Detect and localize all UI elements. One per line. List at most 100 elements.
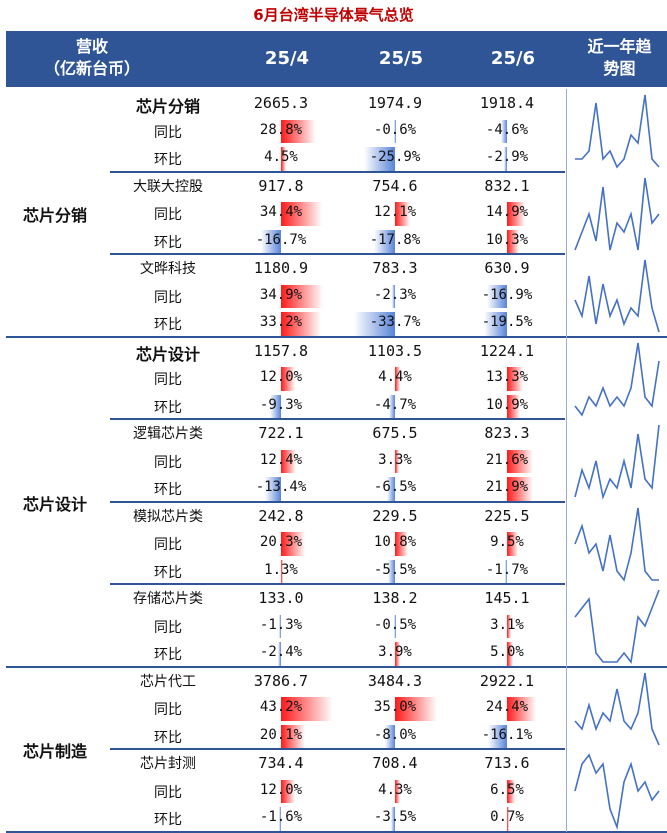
revenue-value: 229.5 <box>372 506 418 525</box>
mom-label: 环比 <box>154 234 182 251</box>
yoy-label: 同比 <box>154 619 182 636</box>
pct-value: 28.8% <box>259 121 303 138</box>
table-row: 同比 43.2% 35.0% 24.4% <box>0 694 667 722</box>
trend-sparkline <box>574 507 659 582</box>
table-row: 大联大控股 917.8 754.6 832.1 <box>0 172 667 200</box>
revenue-value: 225.5 <box>484 506 530 525</box>
trend-header: 近一年趋 势图 <box>587 37 652 78</box>
data-bar <box>281 697 333 721</box>
trend-sparkline <box>575 94 660 169</box>
revenue-value: 3484.3 <box>367 671 423 690</box>
revenue-value: 145.1 <box>484 589 530 607</box>
section-divider <box>6 830 667 833</box>
pct-value: -25.9% <box>369 149 421 165</box>
pct-value: -0.5% <box>373 616 417 633</box>
trend-sparkline <box>574 177 660 250</box>
data-bar <box>264 477 281 501</box>
pct-value: -5.5% <box>373 561 417 578</box>
row-label: 逻辑芯片类 <box>133 426 203 442</box>
pct-value: -16.9% <box>481 286 533 303</box>
data-bar <box>501 119 507 143</box>
pct-value: 20.3% <box>259 534 303 550</box>
revenue-value: 3786.7 <box>253 671 309 690</box>
pct-value: 21.9% <box>485 479 529 495</box>
pct-value: -1.6% <box>259 809 303 825</box>
pct-value: -19.5% <box>481 314 533 330</box>
pct-value: 12.1% <box>373 204 417 220</box>
mom-label: 环比 <box>154 564 182 581</box>
yoy-label: 同比 <box>154 372 182 388</box>
yoy-label: 同比 <box>154 124 182 141</box>
data-bar <box>395 532 408 556</box>
pct-value: 13.3% <box>485 369 529 385</box>
month-header-jun: 25/6 <box>490 48 536 69</box>
trend-sparkline <box>574 342 660 417</box>
pct-value: 12.0% <box>259 781 303 798</box>
data-bar <box>507 202 525 226</box>
section-label: 芯片分销 <box>22 205 87 225</box>
data-bar <box>390 807 395 831</box>
trend-line <box>574 177 660 250</box>
revenue-value: 713.6 <box>484 754 530 772</box>
data-bar <box>281 532 306 556</box>
trend-sparkline <box>574 672 660 745</box>
data-bar <box>281 284 323 308</box>
yoy-label: 同比 <box>154 454 182 471</box>
revenue-value: 1157.8 <box>253 341 309 360</box>
pct-value: -2.3% <box>373 286 417 303</box>
table-row: 同比 12.4% 3.3% 21.6% <box>0 447 667 475</box>
pct-value: 6.5% <box>490 781 524 798</box>
revenue-value: 783.3 <box>372 259 418 277</box>
pct-value: -2.4% <box>259 644 303 660</box>
section-divider <box>6 665 667 668</box>
pct-value: -4.7% <box>373 396 417 413</box>
pct-value: 4.5% <box>264 149 298 165</box>
revenue-value: 1224.1 <box>479 341 535 360</box>
data-bar <box>395 202 410 226</box>
mom-label: 环比 <box>154 399 182 416</box>
pct-value: -13.4% <box>255 479 307 495</box>
group-divider <box>110 748 565 750</box>
trend-line <box>574 342 660 417</box>
pct-value: -16.1% <box>481 726 533 743</box>
row-label: 大联大控股 <box>133 178 203 195</box>
trend-line <box>574 507 659 582</box>
data-bar <box>281 724 306 748</box>
month-header-apr: 25/4 <box>264 48 310 69</box>
row-label: 芯片设计 <box>135 344 200 364</box>
row-label: 芯片封测 <box>140 756 196 772</box>
revenue-value: 1974.9 <box>367 94 423 112</box>
table-row: 同比 12.0% 4.4% 13.3% <box>0 364 667 392</box>
section-divider <box>6 335 667 338</box>
yoy-label: 同比 <box>154 702 182 718</box>
pct-value: 5.0% <box>490 644 524 660</box>
mom-label: 环比 <box>154 482 182 498</box>
trend-line <box>574 424 660 500</box>
table-row: 文晔科技 1180.9 783.3 630.9 <box>0 254 667 282</box>
pct-value: 20.1% <box>259 726 303 743</box>
row-label: 芯片代工 <box>140 673 196 690</box>
pct-value: 1.3% <box>264 561 298 578</box>
trend-line <box>574 672 660 745</box>
data-bar <box>389 394 395 418</box>
trend-sparkline <box>574 753 660 831</box>
pct-value: -2.9% <box>485 149 529 165</box>
data-bar <box>483 312 507 336</box>
data-bar <box>507 394 521 418</box>
revenue-value: 734.4 <box>258 754 304 772</box>
pct-value: 21.6% <box>485 451 529 468</box>
pct-value: -0.6% <box>373 121 417 138</box>
trend-line <box>574 589 660 664</box>
pct-value: 0.7% <box>490 809 524 825</box>
pct-value: 4.3% <box>378 781 412 798</box>
section-label: 芯片制造 <box>22 742 87 761</box>
trend-sparkline <box>574 424 660 500</box>
table-row: 芯片代工 3786.7 3484.3 2922.1 <box>0 667 667 695</box>
revenue-value: 1918.4 <box>479 94 535 112</box>
revenue-value: 2922.1 <box>479 671 535 690</box>
pct-value: -6.5% <box>373 479 417 495</box>
data-bar <box>281 147 287 171</box>
data-bar <box>279 807 282 831</box>
data-bar <box>395 697 438 721</box>
pct-value: 34.9% <box>259 286 303 303</box>
